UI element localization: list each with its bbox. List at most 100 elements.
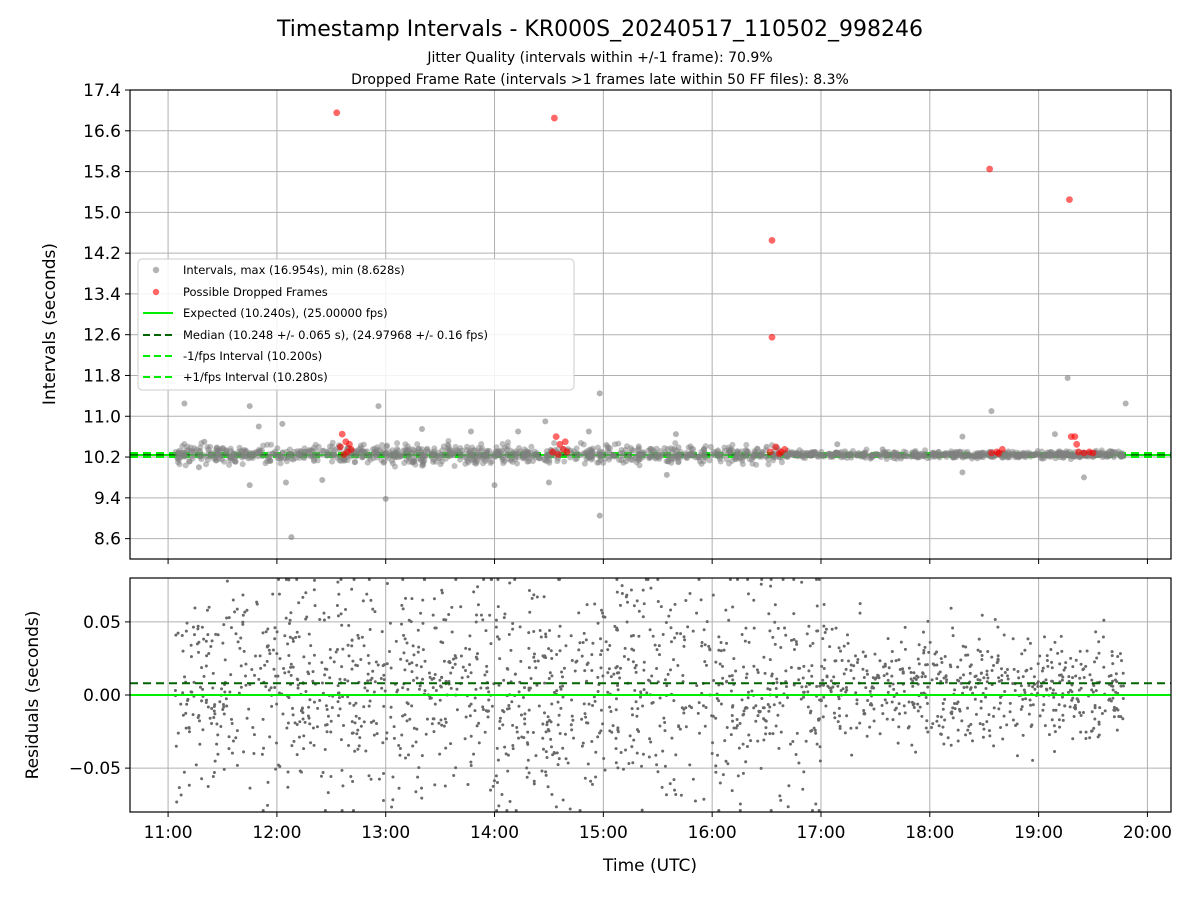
residual-point — [1027, 683, 1031, 687]
residual-point — [620, 584, 624, 588]
residual-point — [951, 634, 955, 638]
residual-point — [366, 653, 370, 657]
residual-point — [907, 700, 911, 704]
residual-point — [686, 625, 690, 629]
residual-point — [969, 722, 973, 726]
interval-point — [378, 457, 385, 464]
residual-point — [764, 732, 768, 736]
residual-point — [1079, 686, 1083, 690]
residual-point — [590, 782, 594, 786]
residual-point — [350, 638, 354, 642]
residual-point — [654, 753, 658, 757]
residual-point — [684, 599, 688, 603]
residual-point — [213, 712, 217, 716]
residual-point — [1060, 678, 1064, 682]
residual-point — [329, 774, 333, 778]
residual-point — [655, 648, 659, 652]
residual-point — [674, 753, 678, 757]
residual-point — [497, 804, 501, 808]
residual-point — [911, 684, 915, 688]
residual-point — [373, 610, 377, 614]
residual-point — [788, 742, 792, 746]
residual-point — [725, 680, 729, 684]
dropped-frame-point — [768, 333, 776, 341]
residual-point — [489, 642, 493, 646]
residual-point — [890, 700, 894, 704]
residual-point — [227, 735, 231, 739]
residual-point — [903, 625, 907, 629]
residual-point — [762, 706, 766, 710]
residual-point — [558, 685, 562, 689]
residual-point — [282, 666, 286, 670]
residual-point — [635, 751, 639, 755]
residual-point — [599, 653, 603, 657]
residual-point — [179, 702, 183, 706]
residual-point — [909, 670, 913, 674]
interval-outlier-point — [201, 438, 208, 445]
residual-point — [350, 644, 354, 648]
residual-point — [344, 607, 348, 611]
residual-point — [527, 631, 531, 635]
residual-point — [492, 779, 496, 783]
residual-point — [1115, 728, 1119, 732]
residual-point — [1068, 705, 1072, 709]
interval-point — [721, 444, 728, 451]
residual-point — [263, 663, 267, 667]
residual-point — [211, 775, 215, 779]
dropped-frame-point — [1075, 448, 1082, 456]
residual-point — [275, 702, 279, 706]
residual-point — [606, 671, 610, 675]
interval-point — [675, 444, 682, 451]
residual-point — [939, 657, 943, 661]
residual-point — [290, 744, 294, 748]
residual-point — [1097, 720, 1101, 724]
residual-point — [469, 734, 473, 738]
residual-point — [664, 793, 668, 797]
residual-point — [614, 697, 618, 701]
residual-point — [528, 610, 532, 614]
interval-point — [750, 453, 757, 460]
residual-point — [717, 635, 721, 639]
residual-point — [907, 666, 911, 670]
residual-point — [469, 763, 473, 767]
residual-point — [417, 687, 421, 691]
residual-point — [1036, 662, 1040, 666]
residual-point — [759, 582, 763, 586]
residual-point — [1097, 722, 1101, 726]
residual-point — [1050, 679, 1054, 683]
residual-point — [509, 648, 513, 652]
residual-point — [885, 717, 889, 721]
interval-point — [929, 449, 936, 456]
residual-point — [804, 739, 808, 743]
residual-point — [513, 672, 517, 676]
residual-point — [401, 686, 405, 690]
residual-point — [892, 687, 896, 691]
residual-point — [668, 782, 672, 786]
residual-point — [620, 592, 624, 596]
residual-point — [590, 740, 594, 744]
residual-point — [450, 605, 454, 609]
residual-point — [698, 731, 702, 735]
bottom-y-axis-label: Residuals (seconds) — [23, 611, 43, 780]
residual-point — [502, 616, 506, 620]
residual-point — [941, 701, 945, 705]
residual-point — [656, 600, 660, 604]
residual-point — [644, 577, 648, 581]
residual-point — [853, 654, 857, 658]
residual-point — [885, 701, 889, 705]
interval-point — [223, 447, 230, 454]
residual-point — [545, 756, 549, 760]
residual-point — [792, 647, 796, 651]
residual-point — [557, 713, 561, 717]
residual-point — [451, 657, 455, 661]
residual-point — [931, 722, 935, 726]
residual-point — [400, 622, 404, 626]
residual-point — [532, 655, 536, 659]
residual-point — [640, 764, 644, 768]
residual-point — [296, 678, 300, 682]
residual-point — [912, 705, 916, 709]
residual-point — [731, 605, 735, 609]
residual-point — [629, 588, 633, 592]
residual-point — [546, 785, 550, 789]
residual-point — [1109, 699, 1113, 703]
